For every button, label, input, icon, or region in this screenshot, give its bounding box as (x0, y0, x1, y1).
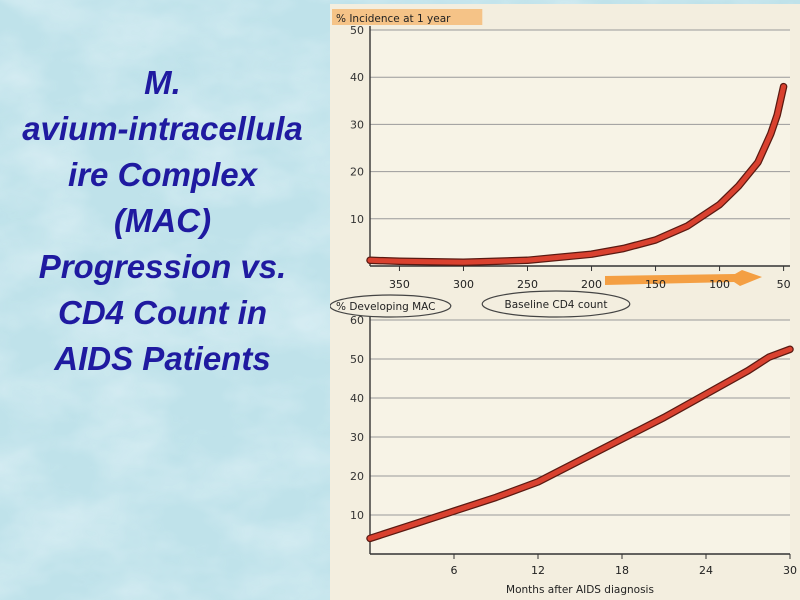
x-tick-label: 12 (531, 564, 545, 577)
series-line (367, 346, 793, 541)
series-line (367, 84, 787, 265)
y-tick-label: 50 (350, 353, 364, 366)
y-tick-label: 60 (350, 314, 364, 327)
ylabel-highlight (332, 9, 483, 25)
plot-area (370, 30, 790, 266)
y-tick-label: 10 (350, 213, 364, 226)
x-tick-label: 350 (389, 278, 410, 291)
figure-panel: 10 20 30 40 50 350 300 250 200 150 100 50% Incidenc… (330, 4, 800, 600)
y-tick-label: 20 (350, 470, 364, 483)
x-tick-label: 6 (451, 564, 458, 577)
y-tick-label: 30 (350, 431, 364, 444)
y-axis-label: % Developing MAC (336, 301, 436, 313)
y-tick-label: 50 (350, 24, 364, 37)
x-tick-label: 100 (709, 278, 730, 291)
y-tick-label: 20 (350, 166, 364, 179)
x-tick-label: 18 (615, 564, 629, 577)
y-axis-label: % Incidence at 1 year (336, 13, 451, 25)
x-tick-label: 250 (517, 278, 538, 291)
ylabel-circle (330, 294, 452, 318)
x-tick-label: 50 (777, 278, 791, 291)
x-tick-label: 200 (581, 278, 602, 291)
x-tick-label: 300 (453, 278, 474, 291)
title-line: (MAC) (113, 202, 212, 239)
title-line: AIDS Patients (54, 340, 271, 377)
y-tick-label: 40 (350, 71, 364, 84)
title-line: ire Complex (68, 156, 257, 193)
y-tick-label: 10 (350, 509, 364, 522)
title-line: M. (144, 64, 181, 101)
x-axis-label: Baseline CD4 count (505, 299, 608, 311)
x-tick-label: 30 (783, 564, 797, 577)
slide-title: M. avium-intracellula ire Complex (MAC) Prog… (0, 60, 330, 382)
x-tick-label: 150 (645, 278, 666, 291)
y-tick-label: 40 (350, 392, 364, 405)
x-axis-label: Months after AIDS diagnosis (506, 584, 654, 596)
chart-2 (330, 294, 794, 559)
title-line: avium-intracellula (22, 110, 303, 147)
y-tick-label: 30 (350, 118, 364, 131)
title-line: CD4 Count in (58, 294, 267, 331)
highlight-arrow (605, 270, 762, 286)
x-tick-label: 24 (699, 564, 713, 577)
xlabel-circle (481, 290, 631, 318)
chart-1 (332, 9, 790, 318)
title-line: Progression vs. (38, 248, 287, 285)
